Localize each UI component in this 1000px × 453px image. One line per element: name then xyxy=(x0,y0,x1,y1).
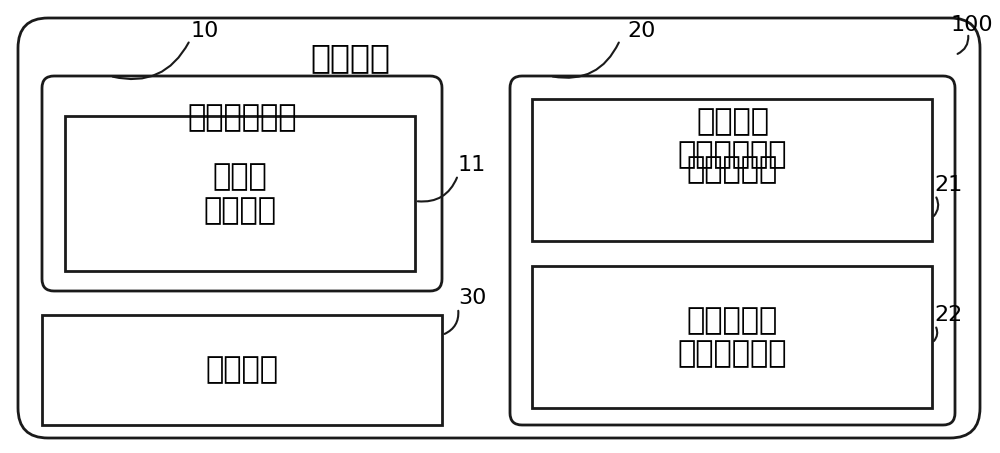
Text: 11: 11 xyxy=(458,155,486,175)
Text: 22: 22 xyxy=(934,305,962,325)
Text: 优先通信方
式提供子模块: 优先通信方 式提供子模块 xyxy=(677,306,787,368)
Text: 100: 100 xyxy=(951,15,993,35)
Text: 同步模块: 同步模块 xyxy=(206,356,278,385)
Text: 30: 30 xyxy=(458,288,486,308)
Text: 分析子模块: 分析子模块 xyxy=(686,155,778,184)
Bar xyxy=(532,266,932,408)
Bar xyxy=(65,116,415,271)
Text: 第一获取模块: 第一获取模块 xyxy=(187,103,297,132)
Text: 优先通信
方式提供模块: 优先通信 方式提供模块 xyxy=(678,107,787,169)
FancyBboxPatch shape xyxy=(510,76,955,425)
FancyBboxPatch shape xyxy=(18,18,980,438)
Bar xyxy=(532,99,932,241)
FancyBboxPatch shape xyxy=(42,76,442,291)
Text: 第一查
询子模块: 第一查 询子模块 xyxy=(204,162,276,225)
Text: 10: 10 xyxy=(191,21,219,41)
Bar xyxy=(42,315,442,425)
Text: 通信终端: 通信终端 xyxy=(310,42,390,74)
Text: 20: 20 xyxy=(628,21,656,41)
Text: 21: 21 xyxy=(934,175,962,195)
